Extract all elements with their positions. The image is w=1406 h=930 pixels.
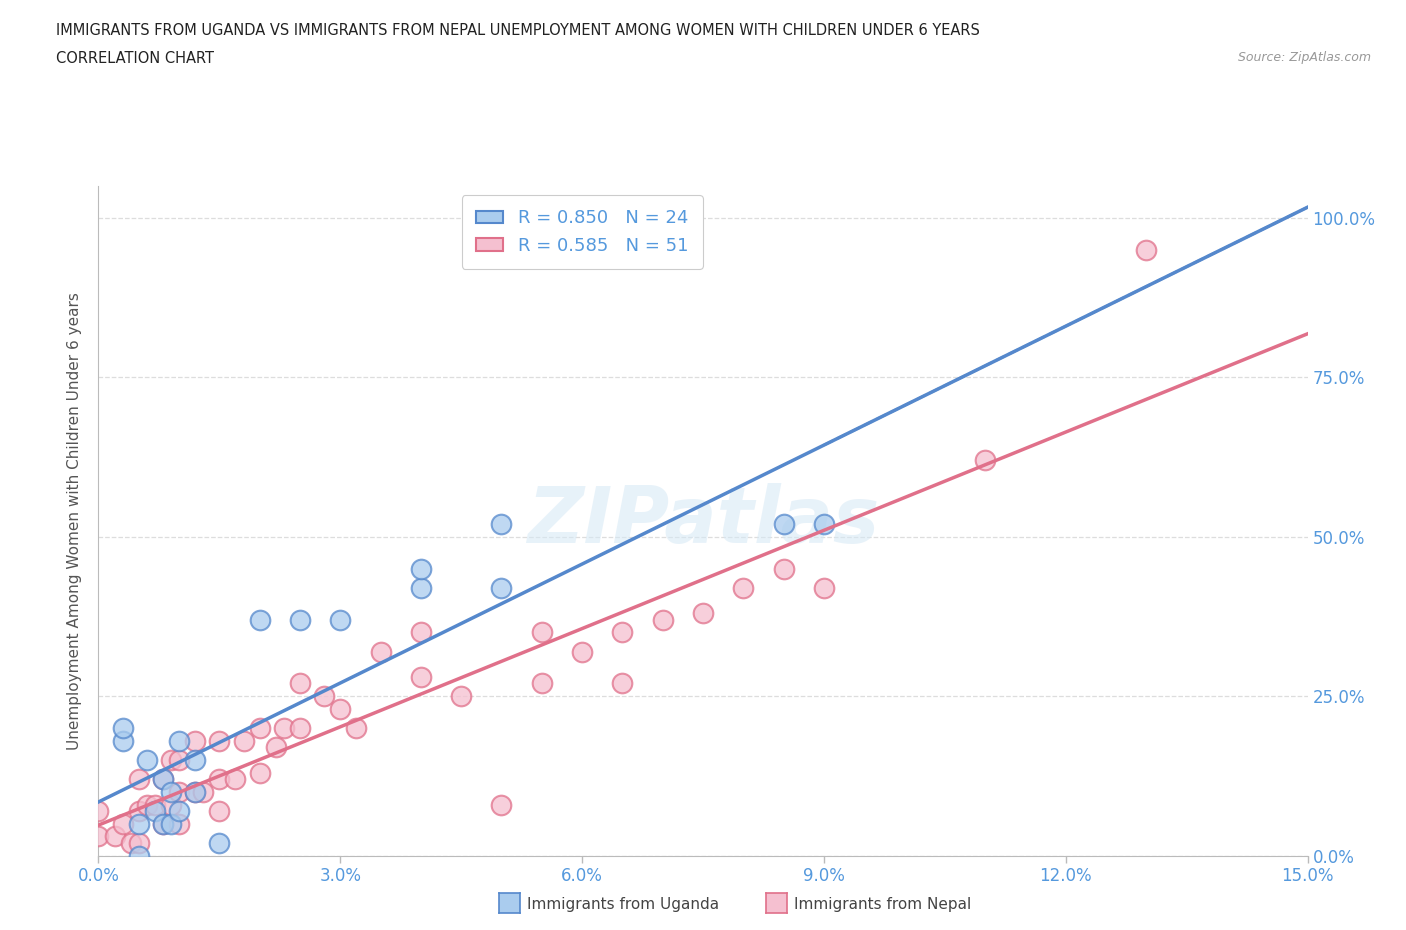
Point — [128, 817, 150, 831]
Point — [160, 752, 183, 767]
Point — [152, 772, 174, 787]
Point — [167, 734, 190, 749]
Point — [288, 676, 311, 691]
Point — [273, 721, 295, 736]
Point — [160, 817, 183, 831]
Point — [167, 752, 190, 767]
Point — [128, 835, 150, 850]
Point — [249, 765, 271, 780]
Legend: R = 0.850   N = 24, R = 0.585   N = 51: R = 0.850 N = 24, R = 0.585 N = 51 — [461, 195, 703, 269]
Point — [772, 561, 794, 576]
Point — [288, 721, 311, 736]
Point — [143, 797, 166, 812]
Point — [974, 453, 997, 468]
Point — [1135, 243, 1157, 258]
Point — [160, 797, 183, 812]
Point — [111, 817, 134, 831]
Point — [772, 516, 794, 531]
Point — [813, 516, 835, 531]
Point — [450, 689, 472, 704]
Point — [120, 835, 142, 850]
Point — [111, 734, 134, 749]
Text: Immigrants from Uganda: Immigrants from Uganda — [527, 897, 720, 912]
Point — [152, 772, 174, 787]
Point — [208, 804, 231, 818]
Point — [128, 804, 150, 818]
Text: ZIPatlas: ZIPatlas — [527, 483, 879, 559]
Point — [167, 817, 190, 831]
Point — [111, 721, 134, 736]
Point — [128, 848, 150, 863]
Text: IMMIGRANTS FROM UGANDA VS IMMIGRANTS FROM NEPAL UNEMPLOYMENT AMONG WOMEN WITH CH: IMMIGRANTS FROM UGANDA VS IMMIGRANTS FRO… — [56, 23, 980, 38]
Point — [733, 580, 755, 595]
Point — [612, 676, 634, 691]
Point — [249, 721, 271, 736]
Point — [813, 580, 835, 595]
Point — [288, 612, 311, 627]
Point — [128, 772, 150, 787]
Text: Source: ZipAtlas.com: Source: ZipAtlas.com — [1237, 51, 1371, 64]
Point — [314, 689, 336, 704]
Point — [103, 829, 125, 844]
Point — [370, 644, 392, 659]
Point — [160, 784, 183, 799]
Point — [152, 817, 174, 831]
Point — [530, 676, 553, 691]
Point — [344, 721, 367, 736]
Point — [264, 739, 287, 754]
Point — [571, 644, 593, 659]
Point — [409, 561, 432, 576]
Point — [143, 804, 166, 818]
Point — [491, 516, 513, 531]
Point — [409, 580, 432, 595]
Point — [232, 734, 254, 749]
Text: CORRELATION CHART: CORRELATION CHART — [56, 51, 214, 66]
Point — [208, 835, 231, 850]
Point — [409, 625, 432, 640]
Point — [184, 784, 207, 799]
Point — [87, 829, 110, 844]
Point — [491, 797, 513, 812]
Text: Immigrants from Nepal: Immigrants from Nepal — [794, 897, 972, 912]
Point — [184, 752, 207, 767]
Point — [208, 734, 231, 749]
Point — [224, 772, 246, 787]
Point — [167, 784, 190, 799]
Point — [612, 625, 634, 640]
Point — [409, 670, 432, 684]
Point — [167, 804, 190, 818]
Point — [184, 784, 207, 799]
Point — [329, 701, 352, 716]
Point — [135, 797, 157, 812]
Point — [692, 605, 714, 620]
Point — [184, 734, 207, 749]
Point — [152, 817, 174, 831]
Point — [651, 612, 673, 627]
Point — [87, 804, 110, 818]
Point — [329, 612, 352, 627]
Point — [193, 784, 215, 799]
Point — [491, 580, 513, 595]
Point — [249, 612, 271, 627]
Point — [208, 772, 231, 787]
Point — [530, 625, 553, 640]
Point — [135, 752, 157, 767]
Y-axis label: Unemployment Among Women with Children Under 6 years: Unemployment Among Women with Children U… — [67, 292, 83, 750]
